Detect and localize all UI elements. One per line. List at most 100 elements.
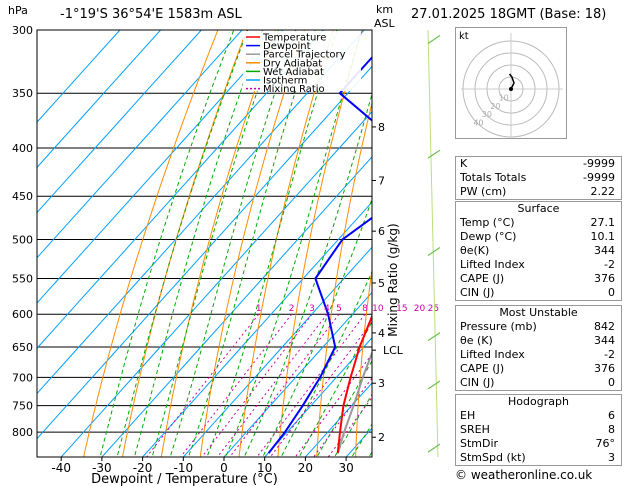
isotherm-line [142,201,372,457]
surface-value: -2 [604,258,615,271]
hodograph-table-title: Hodograph [508,395,569,408]
legend-label: Parcel Trajectory [263,50,346,61]
wind-barb [427,380,441,390]
mixing-ratio-label: 10 [372,304,384,314]
hodograph-row: SREH 8 [456,423,621,437]
pressure-tick-label: 400 [12,142,33,155]
hodograph-ring-label: 30 [482,110,492,119]
wet-adiabat-line [169,30,297,457]
index-label: PW (cm) [460,185,507,198]
dry-adiabat-line [277,30,363,457]
altitude-tick-label: 7 [378,174,385,187]
temperature-tick-label: 30 [338,461,353,475]
most-unstable-row: Lifted Index -2 [456,348,621,362]
hodograph-unit-label: kt [459,31,469,42]
pressure-tick-label: 350 [12,87,33,100]
surface-label: θe(K) [460,244,490,257]
mixing-ratio-axis-title: Mixing Ratio (g/kg) [386,223,400,336]
pressure-tick-label: 500 [12,233,33,246]
hodograph-ring-label: 20 [490,102,500,111]
km-unit-label: km [376,3,394,16]
x-axis-title: Dewpoint / Temperature (°C) [91,472,278,486]
most-unstable-row: CAPE (J) 376 [456,362,621,376]
hodograph-value: 76° [595,437,616,450]
wet-adiabat-line [206,30,338,457]
wet-adiabat-line [151,30,280,457]
wet-adiabat-line [116,30,249,457]
mixing-ratio-label: 1 [256,304,262,314]
wind-barb [427,247,441,257]
most-unstable-value: 842 [594,320,615,333]
wet-adiabat-line [133,30,264,457]
temperature-tick-label: -30 [92,461,112,475]
most-unstable-value: 376 [594,362,615,375]
pressure-tick-label: 600 [12,308,33,321]
most-unstable-table: Most Unstable Pressure (mb) 842 θe (K) 344 L… [455,305,622,391]
surface-label: CIN (J) [460,286,495,299]
hodograph-value: 3 [608,451,615,464]
pressure-tick-label: 750 [12,400,33,413]
surface-label: Dewp (°C) [460,230,517,243]
wet-adiabat-line [225,30,363,457]
pressure-tick-label: 800 [12,426,33,439]
hodograph-row: StmDir 76° [456,437,621,451]
most-unstable-row: Pressure (mb) 842 [456,320,621,334]
temperature-tick-label: 20 [298,461,313,475]
isotherm-line [37,30,365,395]
surface-value: 0 [608,286,615,299]
surface-value: 27.1 [590,216,616,229]
isotherm-line [37,65,372,440]
mixing-ratio-label: 4 [324,304,330,314]
isotherm-line [182,246,372,457]
surface-row: CIN (J) 0 [456,286,621,300]
legend-label: Wet Adiabat [263,67,324,78]
wind-barb [427,34,441,44]
most-unstable-row: CIN (J) 0 [456,376,621,390]
dry-adiabat-line [160,30,277,457]
index-label: Totals Totals [460,171,527,184]
isotherm-line [264,337,372,457]
mixing-ratio-label: 2 [289,304,295,314]
isotherm-line [37,30,324,349]
temperature-tick-label: -10 [173,461,193,475]
most-unstable-title: Most Unstable [499,306,578,319]
most-unstable-row: θe (K) 344 [456,334,621,348]
hodograph-row: StmSpd (kt) 3 [456,451,621,465]
pressure-tick-label: 300 [12,24,33,37]
isotherm-line [60,110,372,457]
temperature-tick-label: 0 [220,461,228,475]
hodograph-label: StmDir [460,437,499,450]
isotherm-line [37,30,161,169]
surface-label: CAPE (J) [460,272,505,285]
hodograph-value: 6 [608,409,615,422]
most-unstable-label: Lifted Index [460,348,525,361]
dry-adiabat-line [355,266,372,457]
most-unstable-label: Pressure (mb) [460,320,537,333]
surface-row: Dewp (°C) 10.1 [456,230,621,244]
altitude-tick-label: 3 [378,377,385,390]
pressure-tick-label: 550 [12,273,33,286]
mixing-ratio-line [294,353,372,457]
dry-adiabat-line [316,101,372,457]
index-value: -9999 [583,157,615,170]
most-unstable-label: θe (K) [460,334,493,347]
wet-adiabat-line [99,30,235,457]
hodograph-trace [508,73,515,90]
hodograph-origin [509,87,513,91]
location-title: -1°19'S 36°54'E 1583m ASL [60,7,242,22]
altitude-tick-label: 6 [378,225,385,238]
altitude-tick-label: 2 [378,431,385,444]
dewpoint-line [267,55,372,454]
altitude-tick-label: 5 [378,277,385,290]
surface-row: Lifted Index -2 [456,258,621,272]
mixing-ratio-label: 20 [414,304,426,314]
dry-adiabat-line [199,30,305,457]
dry-adiabat-line [394,30,448,457]
surface-row: Temp (°C) 27.1 [456,216,621,230]
index-value: -9999 [583,171,615,184]
index-value: 2.22 [590,185,616,198]
temperature-tick-label: -40 [51,461,71,475]
wet-adiabat-line [187,30,316,457]
temperature-tick-label: 10 [257,461,272,475]
